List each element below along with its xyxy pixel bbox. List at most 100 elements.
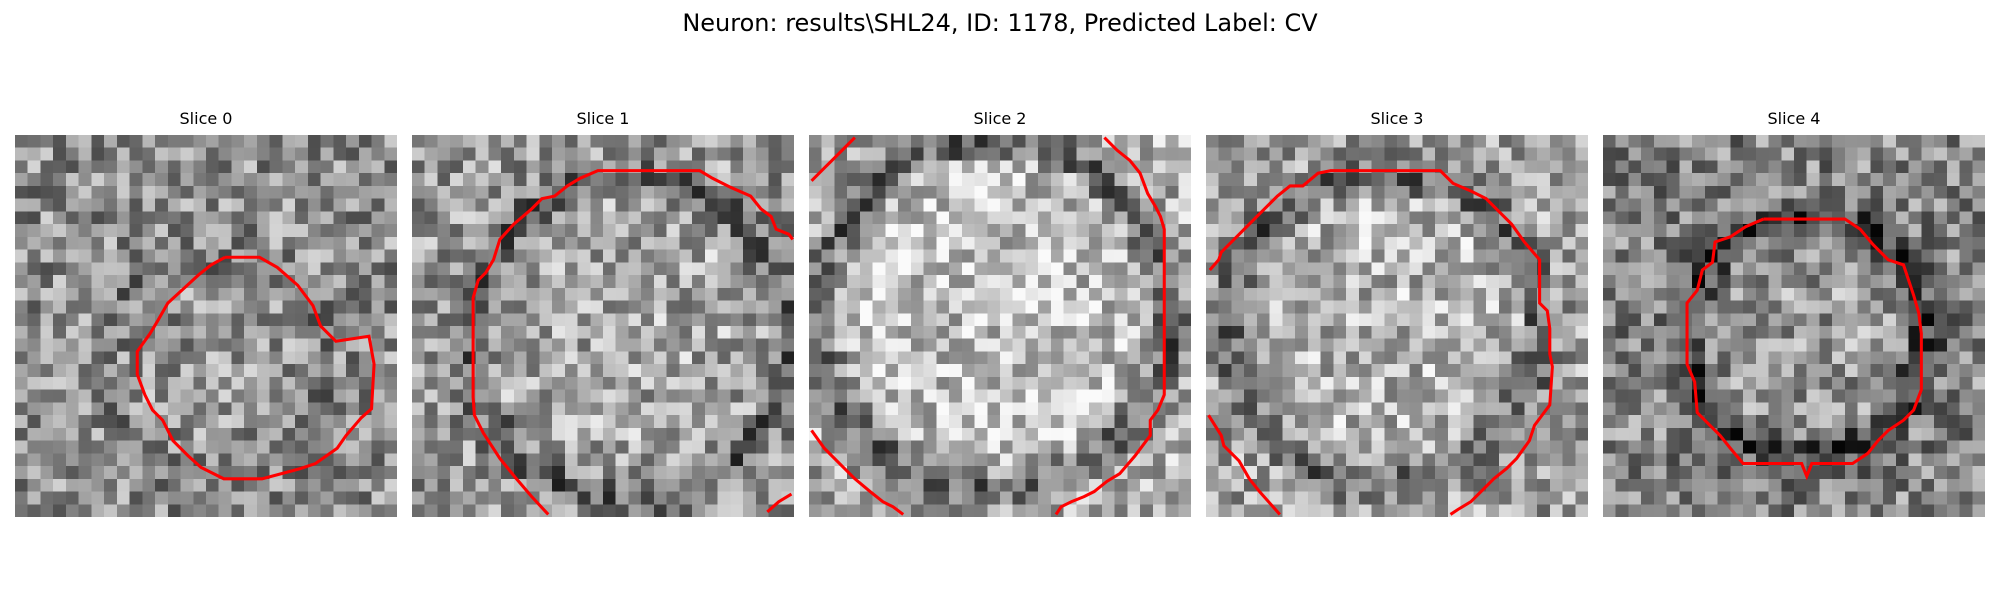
pixel [1895,160,1909,174]
pixel [129,287,143,301]
pixel [717,389,731,403]
pixel [1549,185,1563,199]
pixel [1806,415,1820,429]
pixel [1218,491,1232,505]
pixel [333,287,347,301]
pixel [1653,402,1667,416]
pixel [974,466,988,480]
pixel [1486,351,1500,365]
pixel [1946,364,1960,378]
pixel [1012,211,1026,225]
pixel [282,249,296,263]
pixel [104,453,118,467]
pixel [1486,275,1500,289]
pixel [1615,338,1629,352]
pixel [1256,402,1270,416]
pixel [1895,185,1909,199]
pixel [1755,147,1769,161]
pixel [412,376,425,390]
pixel [730,224,744,238]
pixel [1498,287,1512,301]
pixel [1114,173,1128,187]
pixel [333,185,347,199]
pixel [564,160,578,174]
pixel [1127,427,1141,441]
pixel [1615,351,1629,365]
pixel [142,185,156,199]
pixel [590,415,604,429]
pixel [641,173,655,187]
pixel-grid [412,135,794,517]
pixel [743,427,757,441]
pixel [717,224,731,238]
pixel [180,147,194,161]
pixel [129,504,143,517]
pixel [679,402,693,416]
pixel [679,376,693,390]
pixel [1806,224,1820,238]
pixel [1895,326,1909,339]
pixel [1946,504,1960,517]
pixel [1282,173,1296,187]
pixel [1165,224,1179,238]
pixel [1730,173,1744,187]
pixel [743,211,757,225]
pixel [564,249,578,263]
pixel [1101,389,1115,403]
pixel [1755,287,1769,301]
pixel [768,275,782,289]
pixel [437,287,451,301]
pixel [1422,351,1436,365]
pixel [78,300,92,314]
pixel [282,147,296,161]
pixel [1435,300,1449,314]
pixel [412,364,425,378]
pixel [872,338,886,352]
pixel [256,287,270,301]
pixel [40,389,54,403]
pixel [1498,236,1512,250]
pixel [730,427,744,441]
pixel [564,415,578,429]
pixel [1615,440,1629,454]
pixel [1050,313,1064,327]
pixel [1025,491,1039,505]
pixel [987,198,1001,212]
pixel [1012,402,1026,416]
pixel [1844,185,1858,199]
pixel [91,249,105,263]
pixel [961,402,975,416]
pixel [78,326,92,339]
pixel [949,402,963,416]
pixel [809,364,822,378]
pixel [1282,211,1296,225]
pixel [872,224,886,238]
pixel [1256,275,1270,289]
pixel [65,185,79,199]
pixel [1666,313,1680,327]
pixel [1794,440,1807,454]
pixel [1256,504,1270,517]
pixel [1206,453,1219,467]
pixel [1921,364,1935,378]
pixel [180,478,194,492]
pixel [1206,326,1219,339]
pixel [180,402,194,416]
pixel [1921,211,1935,225]
pixel [923,135,937,148]
pixel [218,478,232,492]
pixel [231,236,245,250]
pixel [1844,504,1858,517]
pixel [346,135,360,148]
pixel [1101,300,1115,314]
pixel [53,491,67,505]
pixel [27,300,41,314]
pixel [1908,338,1922,352]
pixel [1704,313,1718,327]
pixel [847,491,861,505]
pixel [462,478,476,492]
pixel [1717,300,1731,314]
pixel [1152,287,1166,301]
pixel [641,211,655,225]
pixel [615,478,629,492]
